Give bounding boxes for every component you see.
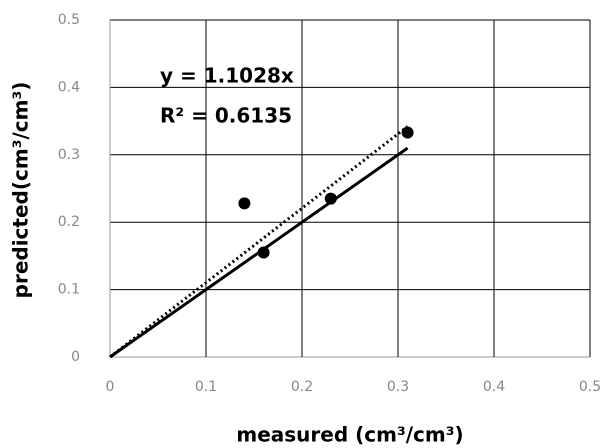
trend-line [109,125,409,359]
data-point [238,197,251,210]
x-tick-label: 0.3 [387,379,409,395]
y-tick-label: 0.3 [58,147,80,163]
reference-line [109,146,409,359]
x-tick-label: 0 [106,379,115,395]
y-axis-label: predicted(cm³/cm³) [9,82,33,299]
y-tick-label: 0.2 [58,214,80,230]
y-tick-label: 0.1 [58,282,80,298]
x-tick-label: 0.4 [483,379,505,395]
y-tick-label: 0.4 [58,79,80,95]
x-tick-label: 0.2 [291,379,313,395]
y-tick-label: 0.5 [58,12,80,28]
annotation: R² = 0.6135 [160,104,292,128]
x-axis-label: measured (cm³/cm³) [236,423,463,447]
annotation: y = 1.1028x [160,64,294,88]
x-tick-label: 0.5 [579,379,601,395]
x-tick-label: 0.1 [195,379,217,395]
y-tick-label: 0 [71,349,80,365]
data-point [401,126,414,139]
